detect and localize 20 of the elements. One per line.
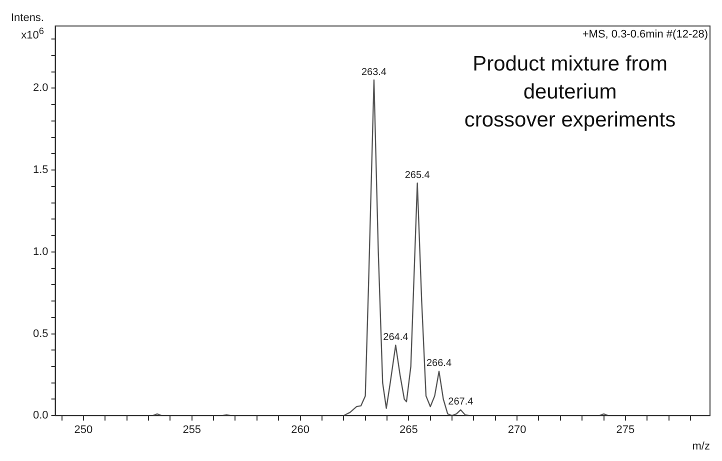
y-tick-label: 0.5 — [32, 328, 48, 340]
x-tick-label: 275 — [616, 424, 635, 436]
annotation: +MS, 0.3-0.6min #(12-28) — [582, 28, 708, 41]
y-tick-label: 1.0 — [32, 246, 48, 258]
x-tick-label: 265 — [399, 424, 418, 436]
y-tick-label: 1.5 — [32, 164, 48, 176]
annotation: 263.4 — [361, 66, 387, 78]
y-tick-label: 0.0 — [32, 410, 48, 422]
x-axis-title: m/z — [692, 440, 710, 452]
annotation: 266.4 — [426, 358, 452, 370]
x-tick-label: 250 — [74, 424, 93, 436]
y-axis-title: Intens. x10$^{6}$ — [10, 12, 44, 43]
annotation: 265.4 — [404, 170, 430, 181]
x-tick-label: 255 — [182, 424, 202, 436]
annotation: Product mixture from deuterium crossover experiments — [464, 52, 676, 132]
y-tick-label: 2.0 — [32, 82, 48, 94]
annotation: 264.4 — [383, 332, 409, 343]
x-tick-label: 270 — [508, 424, 526, 436]
annotation: 267.4 — [448, 396, 474, 408]
x-tick-label: 260 — [291, 424, 310, 436]
